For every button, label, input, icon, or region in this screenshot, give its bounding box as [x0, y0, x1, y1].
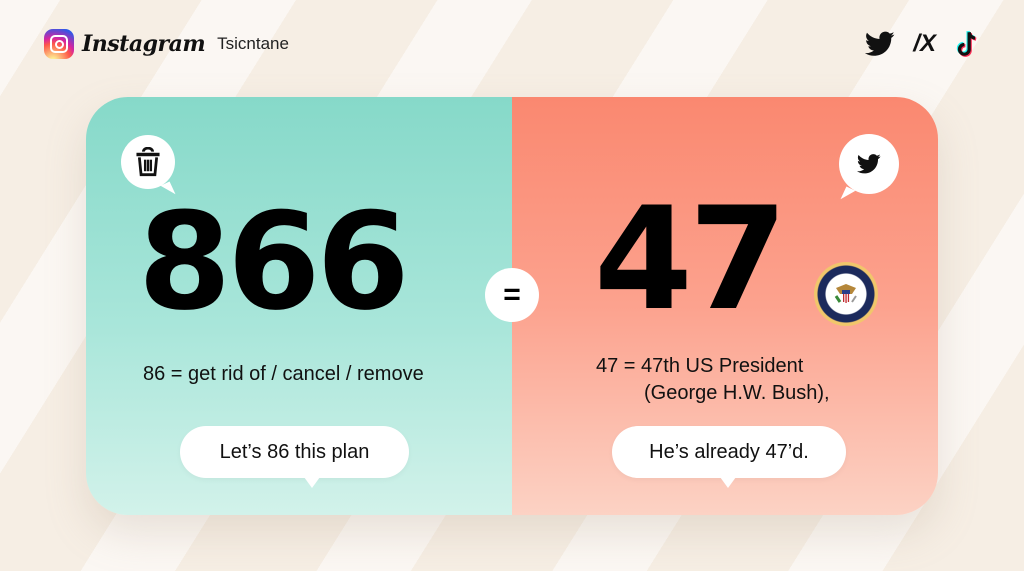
left-definition: 86 = get rid of / cancel / remove	[143, 363, 424, 385]
brand: Instagram Tsicntane	[44, 29, 289, 59]
big-number-47: 47	[594, 177, 788, 342]
twitter-bird-icon[interactable]	[865, 31, 895, 57]
brand-subtitle: Tsicntane	[217, 34, 289, 53]
tiktok-icon[interactable]	[954, 29, 980, 59]
right-definition-line1: 47 = 47th US President	[596, 355, 804, 377]
right-definition-line2: (George H.W. Bush),	[644, 382, 830, 404]
left-example-text: Let’s 86 this plan	[219, 440, 370, 463]
left-panel: 866 86 = get rid of / cancel / remove Le…	[86, 97, 512, 515]
right-example-bubble: He’s already 47’d.	[612, 426, 846, 488]
social-icons: /X	[865, 29, 980, 59]
presidential-seal-icon	[814, 262, 878, 326]
right-definition: 47 = 47th US President (George H.W. Bush…	[596, 353, 830, 407]
right-panel: 47 47 = 47th US President (George H.W. B…	[512, 97, 938, 515]
x-icon[interactable]: /X	[913, 30, 936, 57]
equals-badge: =	[485, 268, 539, 322]
twitter-bird-icon	[857, 154, 881, 174]
top-bar: Instagram Tsicntane /X	[44, 24, 980, 64]
left-example-bubble: Let’s 86 this plan	[180, 426, 409, 488]
comparison-card: 866 86 = get rid of / cancel / remove Le…	[86, 97, 938, 515]
big-number-866: 866	[138, 184, 410, 340]
trash-bubble	[121, 135, 175, 189]
brand-name: Instagram	[82, 31, 206, 57]
instagram-logo-icon	[44, 29, 74, 59]
eagle-shield-icon	[834, 284, 857, 303]
twitter-bubble	[839, 134, 899, 194]
trash-icon	[136, 147, 160, 177]
right-example-text: He’s already 47’d.	[649, 440, 809, 463]
